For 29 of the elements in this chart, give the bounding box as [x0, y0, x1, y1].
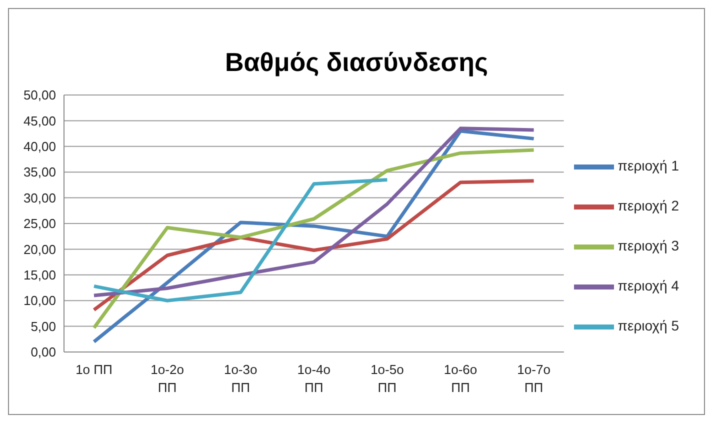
x-tick-label: 1ο-2ο ΠΠ — [150, 362, 184, 395]
x-tick-label: 1ο-7ο ΠΠ — [517, 362, 550, 395]
y-tick-label: 15,00 — [23, 268, 56, 283]
x-tick-label: 1ο-6ο ΠΠ — [444, 362, 478, 395]
y-tick-label: 45,00 — [23, 113, 56, 128]
line-series — [92, 148, 536, 330]
y-tick-label: 30,00 — [23, 190, 56, 206]
x-tick-label: 1ο ΠΠ — [76, 362, 112, 377]
line-series — [92, 129, 536, 344]
x-tick-label: 1ο-5ο ΠΠ — [370, 362, 404, 395]
y-tick-label: 40,00 — [23, 139, 56, 154]
line-series — [92, 126, 536, 298]
y-tick-label: 0,00 — [30, 344, 56, 360]
y-tick-label: 50,00 — [23, 88, 56, 103]
y-tick-label: 10,00 — [23, 293, 56, 308]
legend-label: περιοχή 4 — [618, 278, 679, 294]
y-tick-label: 35,00 — [23, 164, 56, 180]
line-series — [92, 178, 389, 302]
legend-label: περιοχή 2 — [618, 198, 679, 214]
y-tick-label: 20,00 — [23, 242, 56, 257]
x-tick-label: 1ο-4ο ΠΠ — [297, 362, 331, 395]
chart-title: Βαθμός διασύνδεσης — [224, 47, 489, 79]
legend-label: περιοχή 1 — [618, 158, 679, 174]
legend-label: περιοχή 3 — [618, 238, 679, 254]
line-series — [92, 179, 536, 312]
legend-label: περιοχή 5 — [618, 318, 679, 334]
x-tick-label: 1ο-3ο ΠΠ — [224, 362, 258, 395]
y-tick-label: 25,00 — [23, 216, 56, 232]
y-tick-label: 5,00 — [30, 318, 56, 334]
